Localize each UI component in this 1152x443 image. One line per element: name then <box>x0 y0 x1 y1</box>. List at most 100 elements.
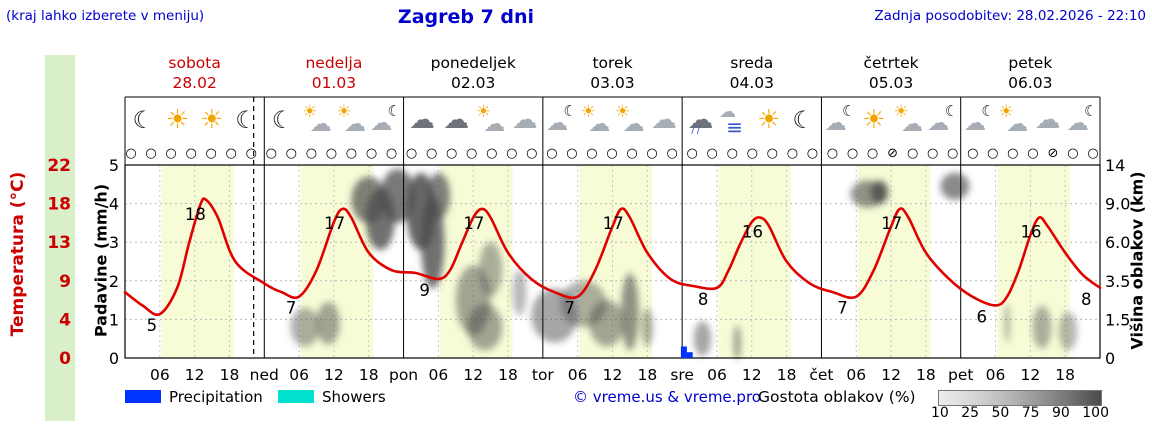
cloud-blob <box>1058 311 1078 351</box>
weather-icons-row: ☾ ☀ ☀ ☾ ☾ ☀ ☁ ☀ ☁ ☾ ☁ ☁ ☁ ☀ ☁ ☁ ☾ ☁ ☀ ☁ ☀ ☁ ☁ ☁ ∕∕ ☁ ≡ ☀ ☾ ☾ ☁ ☀ ☀ ☁ ☾ ☁ ☾ ☁ ☀… <box>125 98 1100 142</box>
cloud-cover-symbol: ○ <box>145 146 156 161</box>
temp-value-label: 7 <box>564 299 575 318</box>
x-tick-label: 06 <box>986 366 1006 384</box>
day-header-petek: petek 06.03 <box>961 53 1100 95</box>
cloud-blob <box>589 300 625 347</box>
x-tick-label: 12 <box>742 366 762 384</box>
sun-glyph: ☀ <box>200 105 224 135</box>
cloud-blob <box>479 242 503 297</box>
x-tick-label: 12 <box>463 366 483 384</box>
x-tick-label: 18 <box>637 366 657 384</box>
cloud-blob <box>420 195 445 289</box>
cloud-cover-symbol: ○ <box>827 146 838 161</box>
cloud-axis-tick: 14 <box>1105 156 1125 175</box>
cloud-cover-symbol: ○ <box>526 146 537 161</box>
cloud-cover-symbol: ○ <box>707 146 718 161</box>
cloud-blob <box>1032 305 1052 349</box>
day-name: petek <box>1008 54 1053 72</box>
cloud-density-scale-bar <box>938 390 1102 406</box>
cloud-cover-symbol: ○ <box>767 146 778 161</box>
cloud-glyph: ☁ <box>1006 112 1029 137</box>
x-tick-label: 18 <box>1055 366 1075 384</box>
cloud-moon-icon: ☾ ☁ <box>963 101 995 139</box>
precipitation-swatch <box>125 390 161 403</box>
sun-glyph: ☀ <box>893 102 909 122</box>
day-date: 06.03 <box>1008 74 1053 92</box>
cloud-icon: ☁ <box>1031 101 1063 139</box>
cloud-cover-symbol: ○ <box>646 146 657 161</box>
cloud-moon-icon: ☾ ☁ <box>1066 101 1098 139</box>
scale-tick: 10 <box>931 405 949 421</box>
cloud-glyph: ☁ <box>483 112 506 137</box>
site-credit-link[interactable]: © vreme.us & vreme.pro <box>573 388 761 406</box>
cloud-glyph: ☁ <box>511 105 538 135</box>
fog-icon: ☁ ≡ <box>719 101 751 139</box>
day-icons-torek: ☾ ☁ ☀ ☁ ☀ ☁ ☁ <box>543 98 682 142</box>
moon-icon: ☾ <box>127 101 159 139</box>
precip-axis-tick: 0 <box>109 349 119 368</box>
cloud-cover-symbol: ○ <box>246 146 257 161</box>
day-abbrev-label: sre <box>670 366 694 384</box>
day-header-torek: torek 03.03 <box>543 53 682 95</box>
day-icons-sreda: ☁ ∕∕ ☁ ≡ ☀ ☾ <box>682 98 821 142</box>
cloud-glyph: ☁ <box>963 111 986 136</box>
sun-icon: ☀ <box>162 101 194 139</box>
cloud-blob <box>290 307 320 347</box>
x-tick-label: 18 <box>359 366 379 384</box>
precip-axis-tick: 4 <box>109 195 119 214</box>
temp-axis-tick: 18 <box>47 195 71 215</box>
temp-value-label: 16 <box>742 223 763 242</box>
cloud-blob <box>621 273 639 351</box>
cloud-moon-icon: ☾ ☁ <box>926 101 958 139</box>
cloud-glyph: ☁ <box>443 105 470 135</box>
x-tick-label: 12 <box>185 366 205 384</box>
cloud-cover-symbol: ○ <box>266 146 277 161</box>
cloud-cover-symbol: ○ <box>125 146 136 161</box>
cloud-cover-symbol: ○ <box>1007 146 1018 161</box>
day-icons-petek: ☾ ☁ ☀ ☁ ☁ ☾ ☁ <box>961 98 1100 142</box>
cloud-glyph: ☁ <box>370 111 393 136</box>
cloud-glyph: ☁ <box>588 112 611 137</box>
menu-hint: (kraj lahko izberete v meniju) <box>6 8 205 24</box>
daylight-band <box>718 165 792 358</box>
cloud-cover-symbol: ○ <box>987 146 998 161</box>
cloud-axis-tick: 6.0 <box>1105 233 1130 252</box>
day-abbrev-label: pon <box>389 366 418 384</box>
cloud-cover-symbol: ○ <box>1027 146 1038 161</box>
temp-value-label: 5 <box>147 316 158 335</box>
cloud-cover-symbol: ○ <box>787 146 798 161</box>
cloud-cover-symbol: ○ <box>185 146 196 161</box>
day-date: 04.03 <box>729 74 774 92</box>
cloud-cover-symbol: ○ <box>165 146 176 161</box>
sun-cloud-icon: ☀ ☁ <box>579 101 611 139</box>
cloud-density-scale-ticks: 10 25 50 75 90 100 <box>931 405 1109 421</box>
cloud-glyph: ☁ <box>927 111 950 136</box>
cloud-cover-symbol: ○ <box>807 146 818 161</box>
day-date: 01.03 <box>311 74 357 92</box>
cloud-blob <box>693 321 712 357</box>
temp-value-label: 9 <box>419 281 430 300</box>
cloud-cover-symbol: ○ <box>586 146 597 161</box>
temp-value-label: 17 <box>463 214 484 233</box>
sun-cloud-icon: ☀ ☁ <box>614 101 646 139</box>
temperature-axis-strip <box>45 55 75 421</box>
temp-value-label: 8 <box>698 290 709 309</box>
cloud-cover-symbol: ○ <box>506 146 517 161</box>
x-tick-label: 12 <box>881 366 901 384</box>
cloud-axis-tick: 9.0 <box>1105 195 1130 214</box>
day-name: sobota <box>168 54 221 72</box>
day-name: četrtek <box>863 54 919 72</box>
sun-icon: ☀ <box>858 101 890 139</box>
cloud-cover-symbol: ○ <box>867 146 878 161</box>
cloud-dark-icon: ☁ <box>406 101 438 139</box>
sun-glyph: ☀ <box>475 102 491 122</box>
x-tick-label: 12 <box>603 366 623 384</box>
cloud-blob <box>426 172 450 220</box>
cloud-cover-symbol: ○ <box>626 146 637 161</box>
cloud-glyph: ☁ <box>687 105 714 135</box>
cloud-dark-icon: ☁ <box>440 101 472 139</box>
cloud-cover-symbol: ○ <box>666 146 677 161</box>
day-header-nedelja: nedelja 01.03 <box>264 53 403 95</box>
sun-glyph: ☀ <box>580 102 596 122</box>
cloud-cover-symbol: ○ <box>686 146 697 161</box>
